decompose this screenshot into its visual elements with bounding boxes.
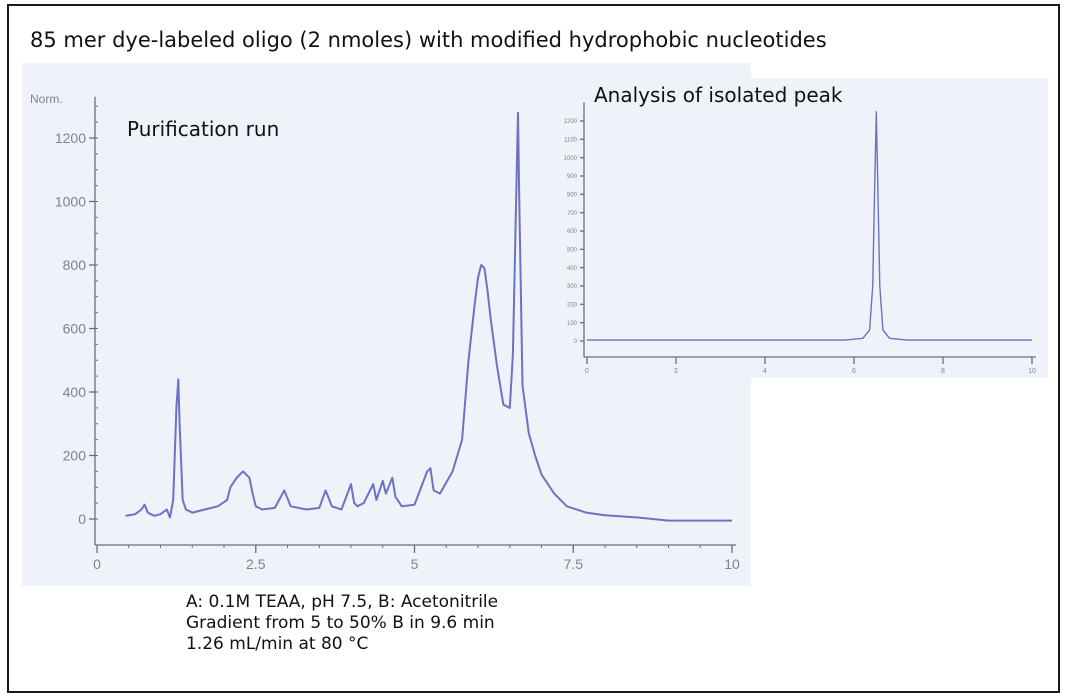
- inset-y-tick-label: 1100: [564, 137, 578, 143]
- inset-y-tick-label: 700: [567, 211, 578, 217]
- main-y-tick-label: 800: [63, 257, 87, 273]
- inset-y-tick-label: 100: [567, 321, 578, 327]
- inset-y-tick-label: 1000: [564, 156, 578, 162]
- inset-y-tick-label: 400: [567, 266, 578, 272]
- inset-y-tick-label: 1200: [564, 119, 578, 125]
- inset-x-tick-label: 8: [941, 368, 945, 375]
- main-x-tick-label: 5: [411, 556, 419, 572]
- inset-x-tick-label: 4: [763, 368, 767, 375]
- main-y-tick-label: 400: [63, 384, 87, 400]
- inset-x-tick-label: 6: [852, 368, 856, 375]
- main-y-tick-label: 1000: [55, 193, 86, 209]
- inset-y-tick-label: 800: [567, 192, 578, 198]
- main-x-tick-label: 0: [93, 556, 101, 572]
- inset-chart-title: Analysis of isolated peak: [594, 83, 843, 107]
- inset-x-tick-label: 2: [674, 368, 678, 375]
- inset-chromatogram-trace: [587, 111, 1032, 341]
- note-line: Gradient from 5 to 50% B in 9.6 min: [186, 613, 495, 633]
- inset-y-tick-label: 200: [567, 302, 578, 308]
- inset-chart-panel: [582, 78, 1048, 378]
- note-line: A: 0.1M TEAA, pH 7.5, B: Acetonitrile: [186, 592, 499, 612]
- main-y-tick-label: 600: [63, 320, 87, 336]
- inset-y-tick-label: 600: [567, 229, 578, 235]
- main-y-tick-label: 200: [63, 447, 87, 463]
- inset-y-tick-label: 500: [567, 247, 578, 253]
- note-line: 1.26 mL/min at 80 °C: [186, 634, 369, 654]
- main-y-tick-label: 0: [78, 511, 86, 527]
- main-y-axis-label: Norm.: [30, 92, 63, 106]
- figure-title: 85 mer dye-labeled oligo (2 nmoles) with…: [30, 28, 827, 52]
- inset-y-tick-label: 0: [574, 339, 578, 345]
- main-x-tick-label: 7.5: [564, 556, 584, 572]
- inset-x-tick-label: 0: [585, 368, 589, 375]
- inset-chart: 0100200300400500600700800900100011001200…: [564, 102, 1036, 375]
- main-x-tick-label: 10: [724, 556, 740, 572]
- conditions-note: A: 0.1M TEAA, pH 7.5, B: Acetonitrile Gr…: [186, 592, 498, 655]
- inset-y-tick-label: 300: [567, 284, 578, 290]
- main-chart-title: Purification run: [127, 117, 279, 141]
- inset-x-tick-label: 10: [1028, 368, 1036, 375]
- main-y-tick-label: 1200: [55, 130, 86, 146]
- inset-y-tick-label: 900: [567, 174, 578, 180]
- main-x-tick-label: 2.5: [246, 556, 266, 572]
- main-chromatogram-trace: [125, 111, 732, 522]
